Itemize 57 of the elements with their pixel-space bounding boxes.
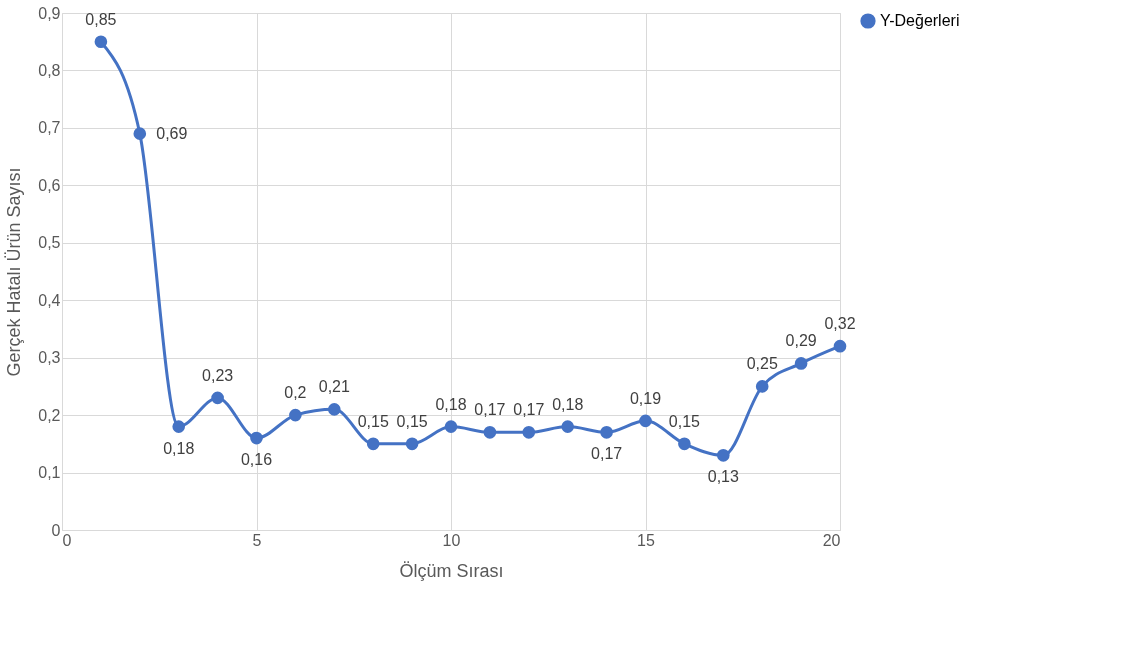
point [172,420,186,433]
x-tick-label: 10 [442,531,461,549]
point [600,426,613,439]
y-tick-label: 0,8 [38,61,61,79]
point [250,431,263,445]
y-tick-label: 0,2 [38,406,61,424]
y-tick-label: 0,1 [38,464,61,482]
data-label: 0,18 [163,439,195,457]
data-label: 0,29 [785,332,817,350]
x-tick-label: 5 [252,531,262,549]
data-label: 0,25 [746,355,778,373]
y-tick-label: 0,4 [38,291,61,309]
point [794,357,808,370]
y-tick-label: 0,6 [38,176,61,194]
point [483,426,497,439]
point [755,380,769,393]
data-label: 0,15 [357,412,389,430]
point [678,437,691,451]
data-label: 0,18 [552,395,584,413]
point [444,420,458,433]
data-label: 0,17 [591,445,623,463]
point [327,403,341,416]
x-tick-label: 20 [822,531,841,549]
data-label: 0,13 [707,468,739,486]
point [211,391,224,405]
data-label: 0,23 [202,366,234,384]
x-tick-label: 0 [62,531,72,549]
data-label: 0,17 [474,401,506,419]
point [716,449,730,462]
data-label: 0,21 [318,378,350,396]
data-label: 0,69 [156,124,188,142]
x-axis-title: Ölçüm Sırası [399,560,504,581]
point [561,420,575,433]
point [133,127,147,140]
legend-label: Y-Değerleri [880,12,960,29]
data-label: 0,15 [668,412,701,430]
data-label: 0,32 [824,315,856,333]
data-label: 0,15 [396,412,428,430]
y-tick-label: 0,7 [38,119,61,137]
data-label: 0,16 [240,451,273,469]
data-label: 0,18 [435,395,467,413]
point [94,35,108,49]
point [405,437,419,451]
y-tick-label: 0,9 [38,4,61,22]
point [522,426,536,439]
x-tick-label: 15 [637,531,655,549]
point [289,408,302,422]
point [366,437,380,451]
y-tick-label: 0,3 [38,349,61,367]
data-label: 0,2 [284,384,307,402]
point [833,339,847,353]
y-axis-title: Gerçek Hatalı Ürün Sayısı [4,167,25,377]
point [639,414,652,428]
y-tick-label: 0,5 [38,234,61,252]
data-label: 0,17 [513,401,545,419]
data-label: 0,85 [85,10,117,28]
data-label: 0,19 [629,389,662,407]
